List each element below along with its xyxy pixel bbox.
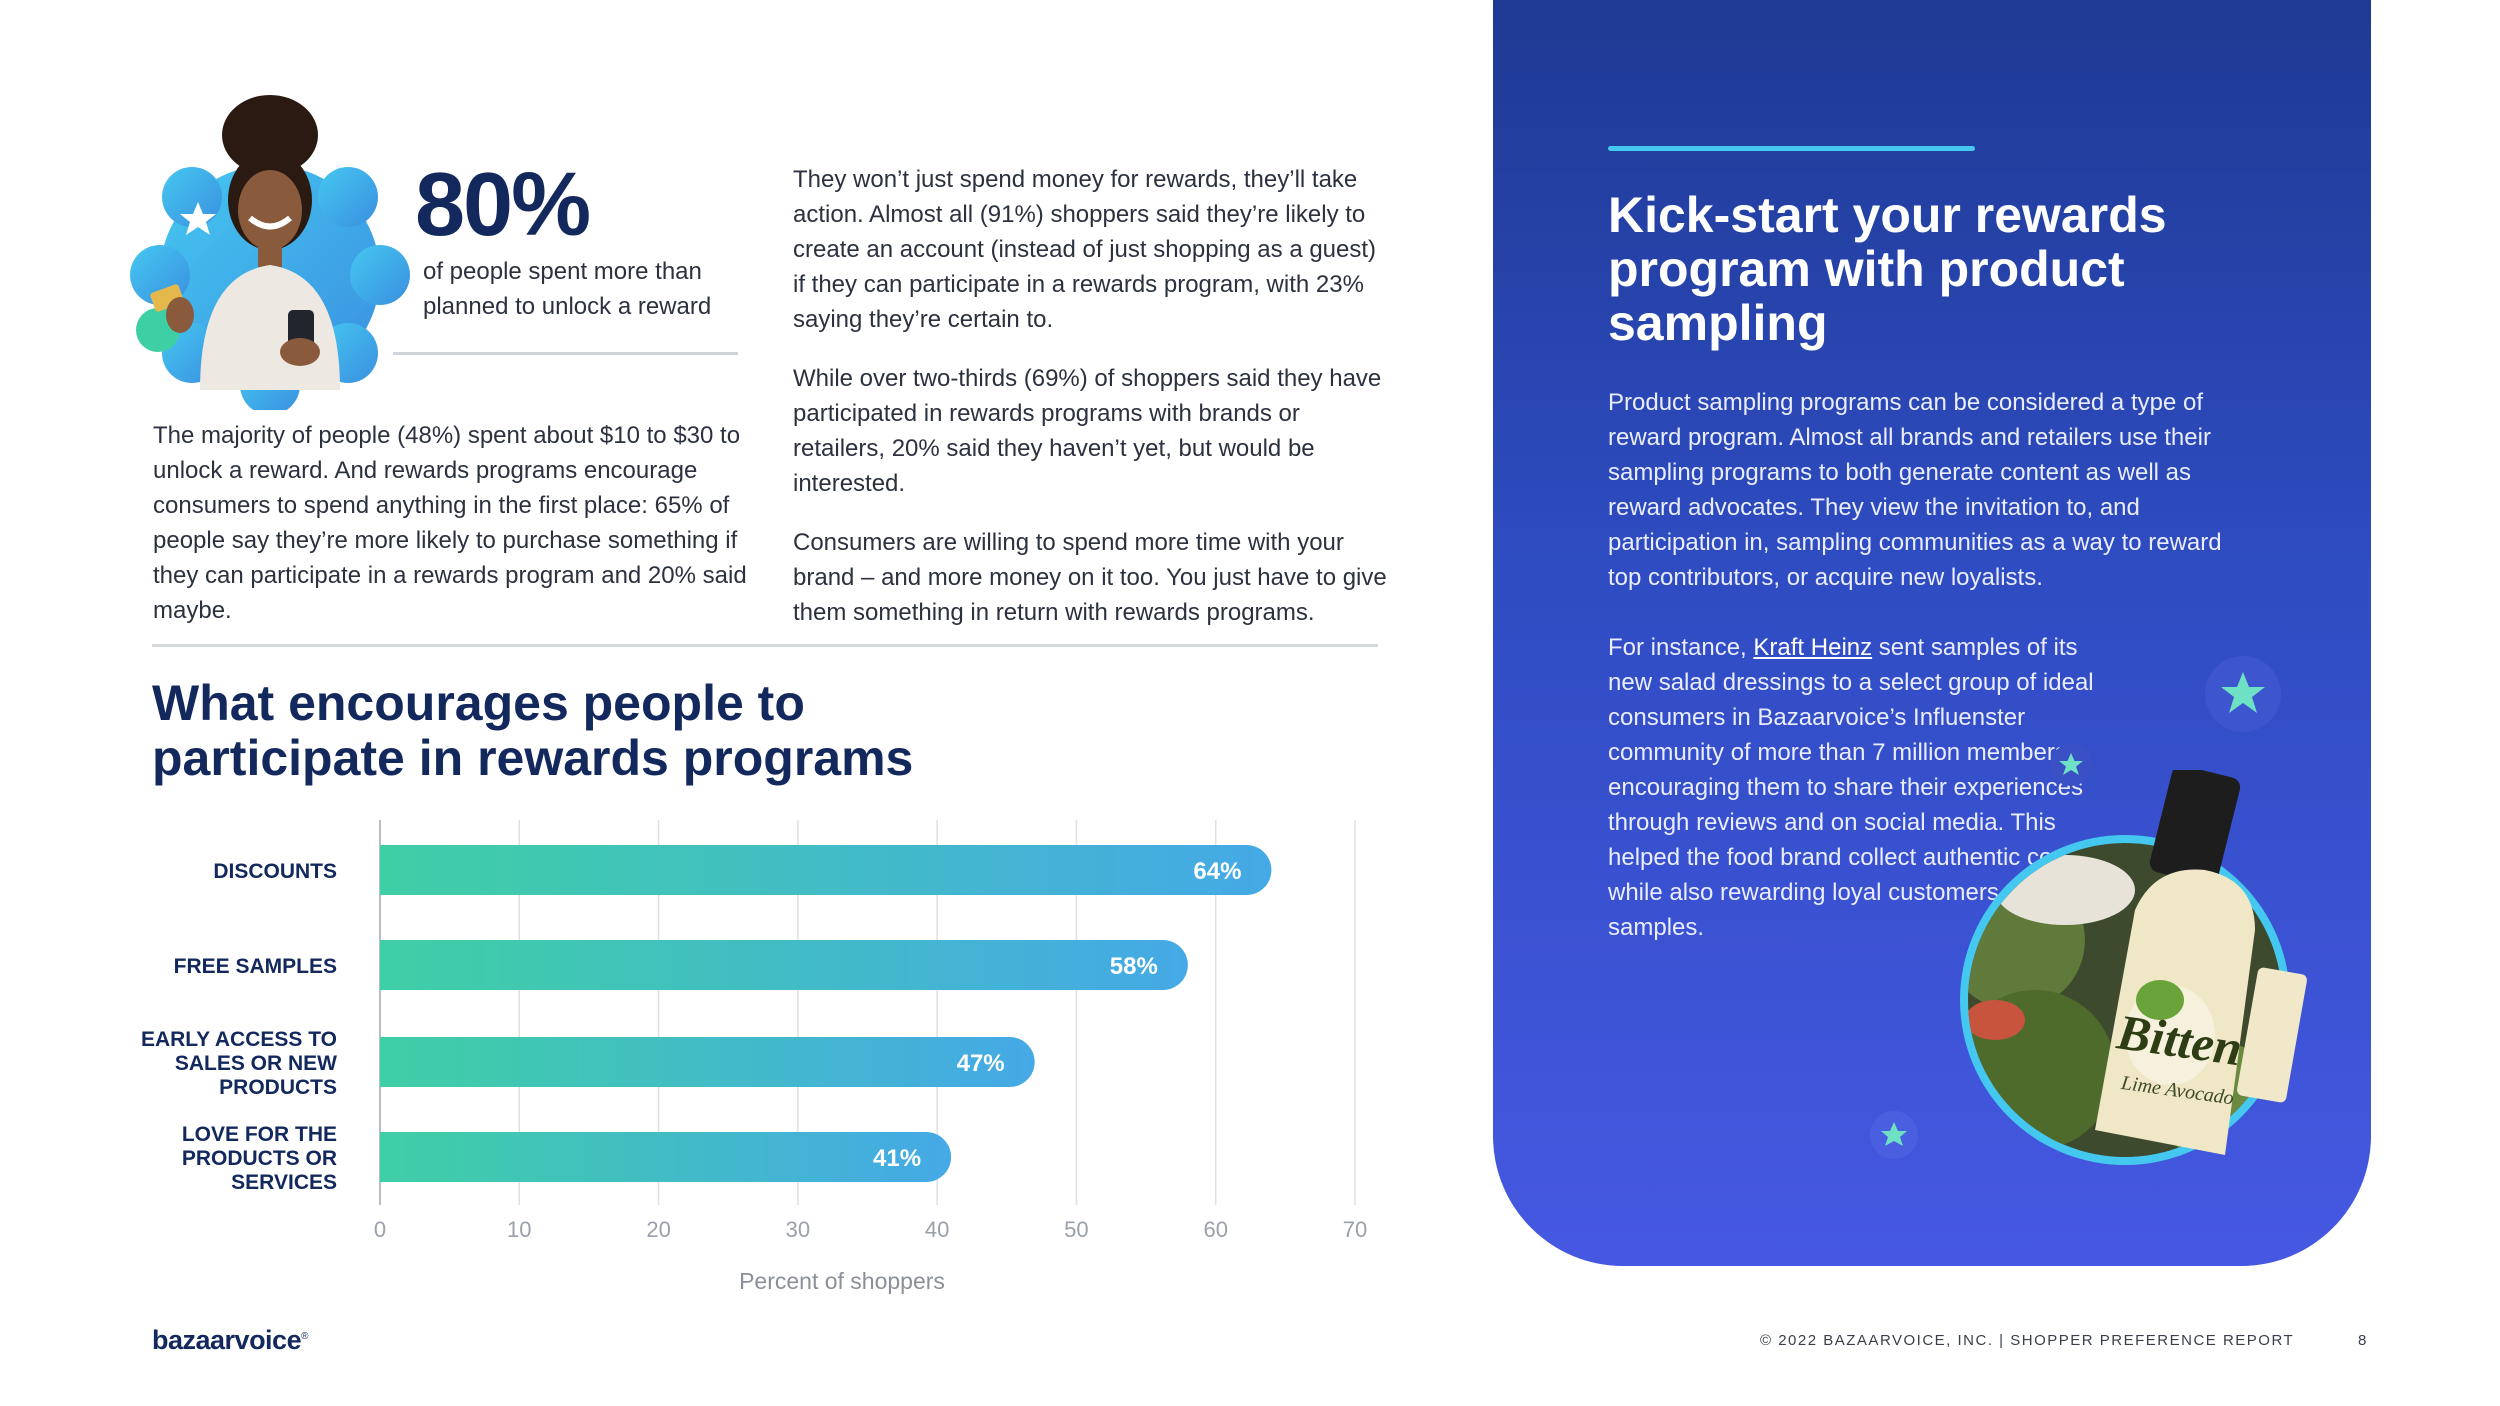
panel-p2-before: For instance,: [1608, 634, 1754, 661]
middle-paragraph-3: Consumers are willing to spend more time…: [793, 529, 1387, 626]
logo-text: bazaarvoice: [152, 1325, 302, 1355]
chart-title: What encourages people to participate in…: [152, 675, 914, 786]
category-label: DISCOUNTS: [213, 860, 337, 883]
hero-illustration: [130, 95, 410, 410]
bazaarvoice-logo: bazaarvoice®: [152, 1325, 308, 1356]
panel-title: Kick-start your rewards program with pro…: [1608, 187, 2167, 351]
stat-divider: [393, 352, 738, 355]
registered-mark-icon: ®: [301, 1331, 308, 1342]
x-tick-label: 70: [1343, 1217, 1367, 1242]
bar-value-label: 47%: [957, 1050, 1005, 1077]
panel-paragraph-1: Product sampling programs can be conside…: [1608, 389, 2222, 591]
x-axis-label: Percent of shoppers: [739, 1268, 945, 1294]
bar-value-label: 58%: [1110, 953, 1158, 980]
x-tick-label: 20: [646, 1217, 670, 1242]
bar-1: [380, 845, 1272, 895]
bar-3: [380, 1037, 1035, 1087]
section-divider: [152, 644, 1378, 647]
category-label: FREE SAMPLES: [174, 955, 337, 978]
kraft-heinz-link[interactable]: Kraft Heinz: [1753, 634, 1873, 661]
person-figure: [150, 95, 340, 390]
product-photo: Bitten Lime Avocado: [1960, 770, 2307, 1165]
bar-2: [380, 940, 1188, 990]
middle-paragraph-1: They won’t just spend money for rewards,…: [793, 166, 1377, 333]
star-icon-small: [2050, 744, 2092, 786]
panel-accent-line: [1608, 146, 1975, 151]
stat-caption: of people spent more than planned to unl…: [423, 258, 712, 320]
x-tick-label: 60: [1203, 1217, 1227, 1242]
stat-value: 80%: [415, 155, 591, 255]
x-tick-label: 10: [507, 1217, 531, 1242]
star-icon-bottom: [1870, 1111, 1918, 1159]
star-icon: [180, 202, 216, 235]
x-tick-label: 0: [374, 1217, 386, 1242]
middle-paragraph-2: While over two-thirds (69%) of shoppers …: [793, 365, 1382, 497]
x-tick-label: 30: [786, 1217, 810, 1242]
bar-value-label: 41%: [873, 1145, 921, 1172]
bar-value-label: 64%: [1193, 858, 1241, 885]
dressing-bottle: Bitten Lime Avocado: [2095, 770, 2255, 1155]
bar-4: [380, 1132, 952, 1182]
category-label: EARLY ACCESS TO SALES OR NEW PRODUCTS: [141, 1028, 337, 1099]
x-tick-label: 40: [925, 1217, 949, 1242]
middle-column: They won’t just spend money for rewards,…: [793, 162, 1393, 654]
left-paragraph: The majority of people (48%) spent about…: [153, 422, 747, 624]
page-number: 8: [2358, 1332, 2367, 1349]
star-icon-large: [2205, 656, 2281, 732]
category-label: LOVE FOR THE PRODUCTS OR SERVICES: [182, 1123, 337, 1194]
x-tick-label: 50: [1064, 1217, 1088, 1242]
footer-copyright: © 2022 BAZAARVOICE, INC. | SHOPPER PREFE…: [1760, 1332, 2295, 1349]
